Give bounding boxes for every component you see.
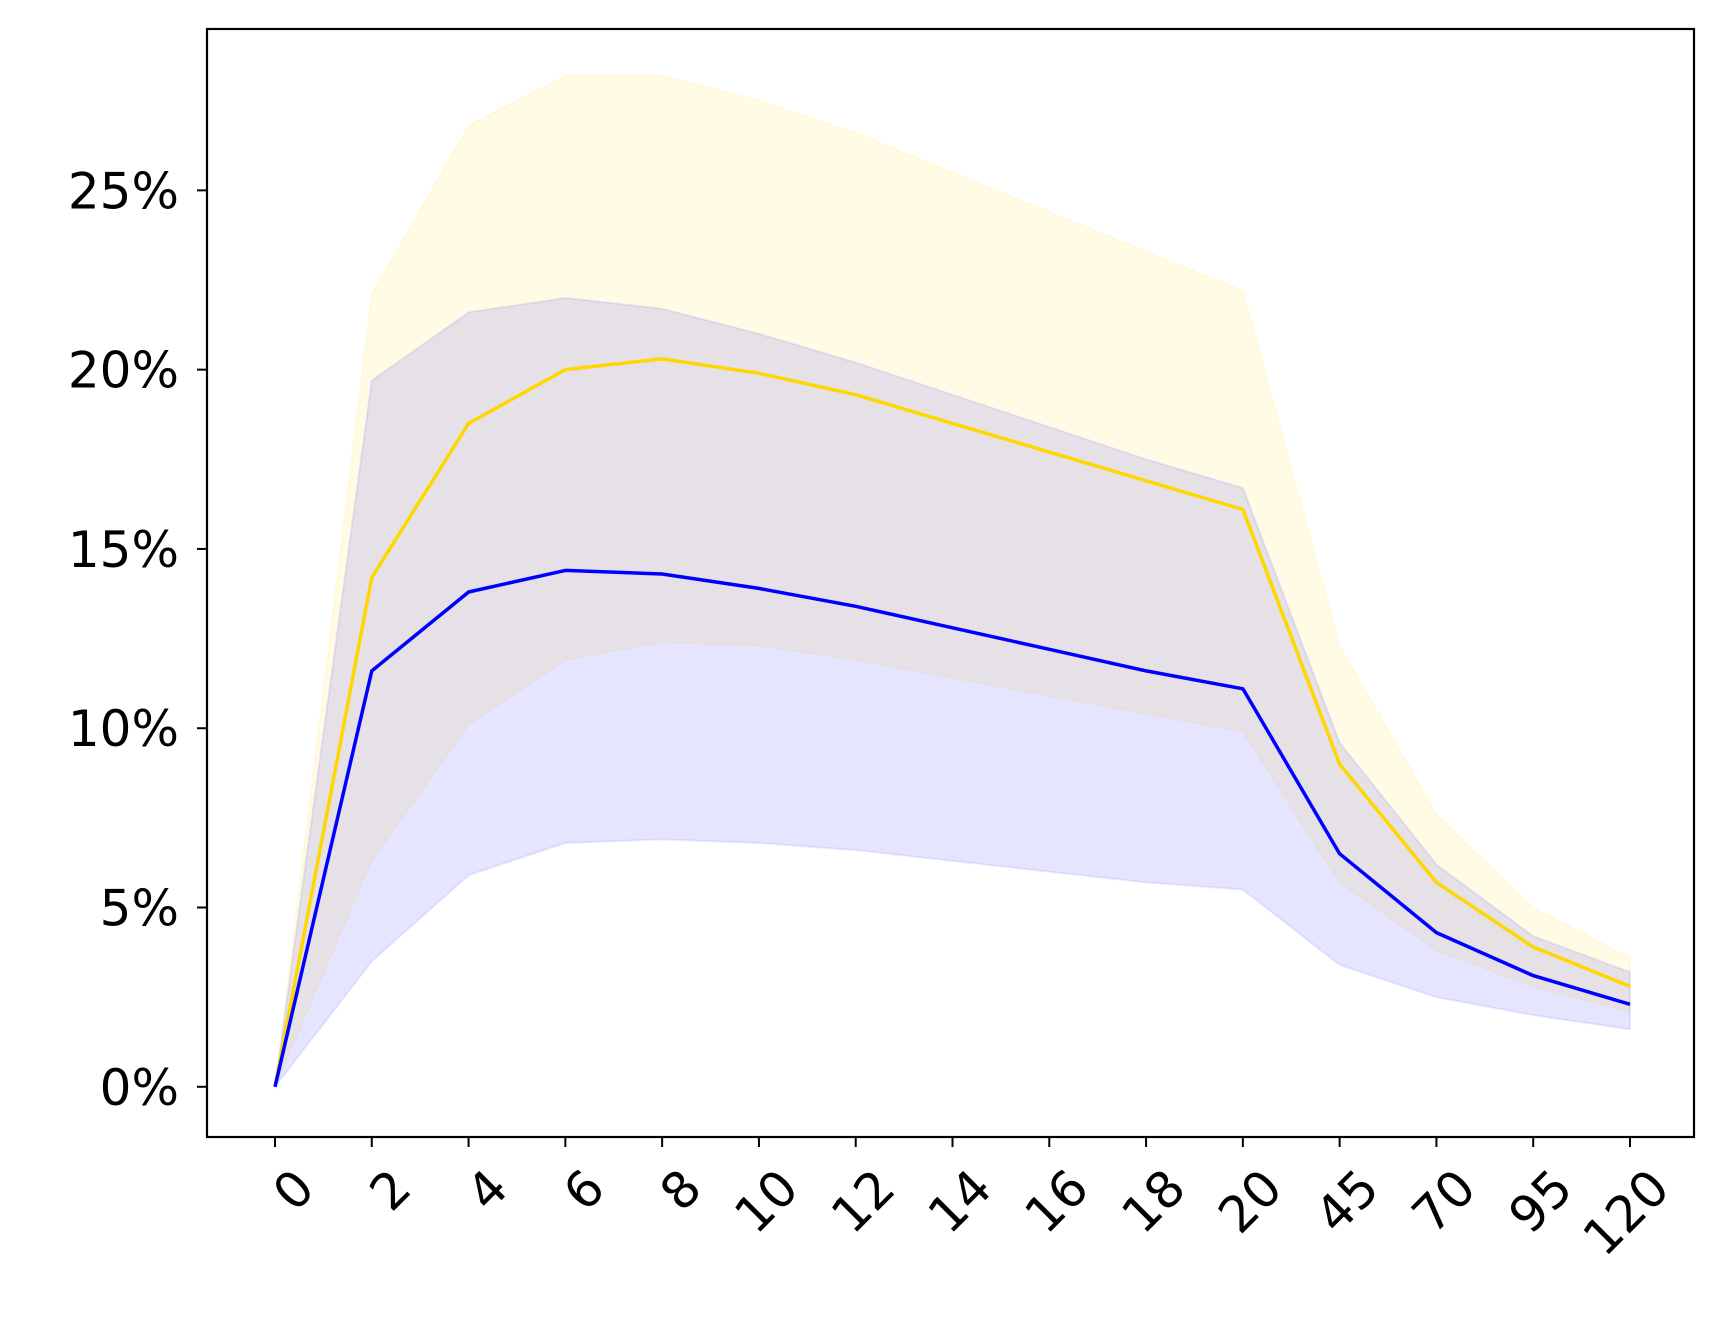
y-tick-label: 5% xyxy=(100,880,179,938)
x-tick-label: 120 xyxy=(1572,1158,1680,1266)
x-tick-label: 4 xyxy=(456,1158,520,1222)
x-tick-label: 6 xyxy=(552,1158,616,1222)
x-tick-label: 2 xyxy=(359,1158,423,1222)
x-tick-label: 10 xyxy=(723,1158,809,1244)
series-2-line xyxy=(273,568,1631,1088)
x-tick-label: 70 xyxy=(1401,1158,1487,1244)
y-axis: 0% 5% 10% 15% 20% 25% xyxy=(68,162,207,1117)
y-tick-label: 20% xyxy=(68,342,179,400)
x-tick-label: 12 xyxy=(820,1158,906,1244)
y-tick-label: 0% xyxy=(100,1059,179,1117)
plot-frame xyxy=(205,27,1696,1139)
y-tick-label: 25% xyxy=(68,162,179,220)
x-tick-label: 18 xyxy=(1111,1158,1197,1244)
series-1-line xyxy=(273,357,1631,1088)
confidence-bands xyxy=(273,74,1631,1091)
x-tick-label: 95 xyxy=(1498,1158,1584,1244)
series-2-band xyxy=(273,296,1631,1091)
series-lines xyxy=(273,357,1631,1088)
x-tick-label: 8 xyxy=(649,1158,713,1222)
y-tick-label: 15% xyxy=(68,521,179,579)
x-tick-label: 16 xyxy=(1014,1158,1100,1244)
x-tick-label: 20 xyxy=(1207,1158,1293,1244)
x-tick-label: 45 xyxy=(1304,1158,1390,1244)
x-tick-label: 14 xyxy=(917,1158,1003,1244)
y-tick-label: 10% xyxy=(68,700,179,758)
x-tick-label: 0 xyxy=(262,1158,326,1222)
